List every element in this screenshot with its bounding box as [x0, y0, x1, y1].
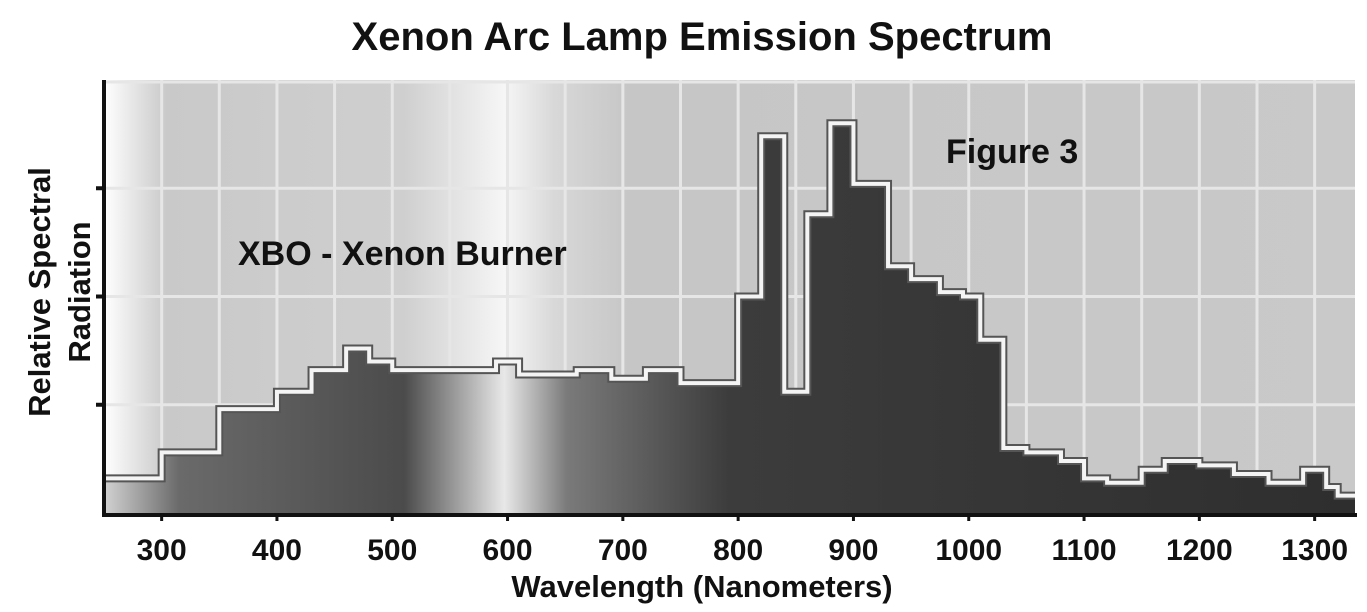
x-tick-label: 800 — [713, 534, 763, 567]
y-axis-label-line-2: Radiation — [62, 221, 97, 362]
chart-title: Xenon Arc Lamp Emission Spectrum — [352, 15, 1053, 59]
x-tick-label: 1300 — [1281, 534, 1348, 567]
x-tick-label: 400 — [252, 534, 302, 567]
x-ticks: 300 400 500 600 700 800 900 1000 1100 1200 1300 — [137, 513, 1348, 567]
x-tick-label: 1100 — [1051, 534, 1116, 567]
annotation-figure-3: Figure 3 — [946, 133, 1078, 171]
spectrum-area — [104, 123, 1355, 514]
x-tick-label: 1200 — [1166, 534, 1233, 567]
x-tick-label: 500 — [367, 534, 417, 567]
x-tick-label: 700 — [598, 534, 648, 567]
x-tick-label: 300 — [137, 534, 187, 567]
x-tick-label: 1000 — [935, 534, 1002, 567]
spectrum-outline-highlight — [104, 121, 1355, 498]
y-axis-label-line-1: Relative Spectral — [22, 167, 57, 417]
annotation-xbo-xenon-burner: XBO - Xenon Burner — [238, 235, 567, 273]
x-tick-label: 600 — [483, 534, 533, 567]
x-axis-label: Wavelength (Nanometers) — [511, 569, 892, 604]
x-tick-label: 900 — [828, 534, 878, 567]
y-ticks — [96, 186, 104, 407]
